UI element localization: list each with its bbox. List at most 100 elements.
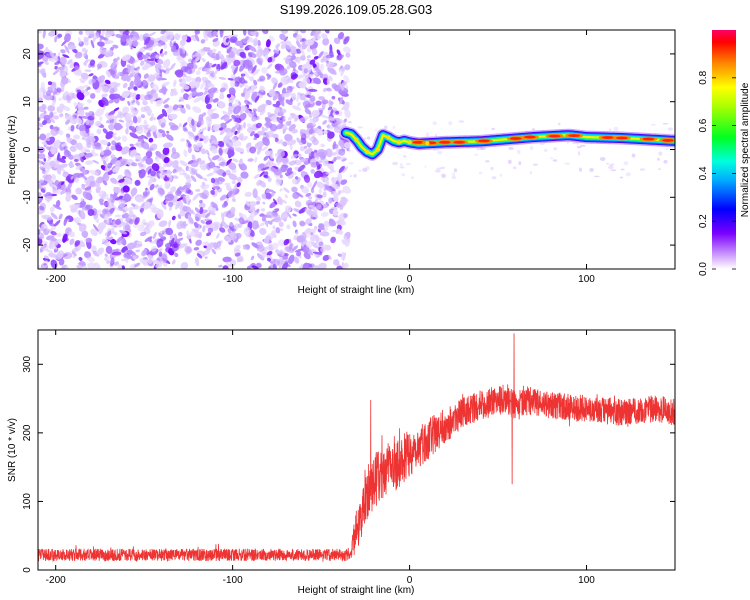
noise-speck	[170, 45, 177, 53]
noise-speck	[579, 167, 582, 172]
noise-speck	[49, 57, 56, 63]
noise-speck	[54, 241, 59, 246]
noise-speck	[283, 238, 290, 246]
noise-speck	[299, 93, 307, 101]
noise-speck	[280, 76, 288, 85]
noise-speck	[292, 213, 297, 217]
noise-speck	[227, 188, 236, 198]
colorbar-tick-label: 0.0	[698, 262, 709, 276]
snr-x-label: Height of straight line (km)	[298, 585, 415, 596]
noise-speck	[212, 98, 219, 103]
noise-speck	[56, 183, 62, 190]
noise-speck	[323, 130, 328, 135]
noise-speck	[315, 204, 322, 210]
noise-speck	[276, 179, 282, 184]
noise-speck	[127, 86, 131, 91]
noise-speck	[234, 217, 240, 222]
noise-speck	[47, 105, 55, 112]
noise-speck	[72, 255, 76, 259]
noise-speck	[508, 146, 514, 150]
noise-speck	[134, 155, 142, 160]
noise-speck	[338, 148, 346, 156]
noise-speck	[77, 102, 85, 108]
noise-speck	[220, 54, 225, 63]
noise-speck	[199, 206, 204, 215]
noise-speck	[610, 169, 617, 172]
noise-speck	[305, 133, 311, 139]
noise-speck	[224, 182, 231, 186]
noise-speck	[275, 249, 280, 254]
noise-speck	[259, 85, 265, 93]
noise-speck	[38, 153, 46, 160]
noise-speck	[234, 252, 241, 257]
noise-speck	[202, 184, 210, 191]
noise-speck	[148, 37, 158, 43]
noise-speck	[216, 233, 220, 239]
noise-speck	[201, 58, 206, 62]
noise-speck	[230, 64, 237, 70]
noise-speck	[240, 92, 246, 97]
noise-speck	[332, 209, 339, 216]
noise-speck	[164, 193, 175, 202]
snr-panel: -200 -100 0 100 0 100 200 300 Height of straig…	[7, 329, 676, 596]
noise-speck	[365, 166, 370, 171]
noise-speck	[268, 89, 276, 97]
noise-speck	[252, 69, 260, 76]
noise-speck	[553, 147, 558, 151]
noise-speck	[127, 100, 131, 106]
noise-speck	[226, 184, 232, 192]
noise-speck	[233, 66, 239, 75]
noise-speck	[96, 128, 102, 135]
noise-speck	[366, 136, 371, 140]
noise-speck	[606, 162, 609, 165]
noise-speck	[310, 187, 315, 194]
noise-speck	[141, 54, 146, 59]
noise-speck	[42, 55, 49, 62]
noise-speck	[491, 176, 497, 180]
noise-speck	[608, 165, 614, 170]
noise-speck	[453, 168, 458, 173]
noise-speck	[187, 131, 195, 137]
noise-speck	[62, 90, 69, 97]
noise-speck	[163, 104, 170, 109]
noise-speck	[153, 72, 159, 80]
noise-speck	[114, 214, 121, 218]
noise-speck	[313, 55, 319, 60]
noise-speck	[552, 159, 558, 162]
noise-speck	[110, 70, 116, 75]
noise-speck	[210, 189, 216, 195]
noise-speck	[344, 108, 351, 119]
noise-speck	[58, 158, 66, 164]
noise-speck	[441, 173, 446, 178]
noise-speck	[338, 54, 344, 60]
noise-speck	[233, 59, 241, 67]
noise-speck	[255, 31, 259, 38]
ridge-hotspot-core	[438, 140, 451, 144]
noise-speck	[135, 126, 144, 135]
noise-speck	[45, 146, 52, 151]
noise-speck	[564, 162, 571, 165]
noise-speck	[178, 243, 186, 249]
noise-speck	[272, 225, 276, 230]
noise-speck	[133, 68, 140, 79]
noise-speck	[401, 173, 406, 177]
noise-speck	[318, 96, 326, 101]
noise-speck	[452, 172, 456, 177]
noise-speck	[289, 144, 293, 151]
noise-speck	[353, 174, 357, 178]
noise-speck	[195, 173, 203, 180]
noise-speck	[299, 117, 307, 123]
noise-speck	[92, 250, 100, 257]
noise-speck	[65, 133, 71, 138]
noise-speck	[261, 67, 268, 74]
noise-speck	[75, 209, 80, 214]
noise-speck	[285, 121, 291, 127]
noise-speck	[158, 129, 166, 134]
noise-speck	[631, 153, 636, 158]
noise-speck	[154, 184, 159, 188]
noise-speck	[133, 262, 141, 268]
noise-speck	[118, 112, 124, 119]
noise-speck	[49, 111, 54, 118]
noise-speck	[217, 100, 224, 107]
noise-speck	[146, 109, 152, 115]
